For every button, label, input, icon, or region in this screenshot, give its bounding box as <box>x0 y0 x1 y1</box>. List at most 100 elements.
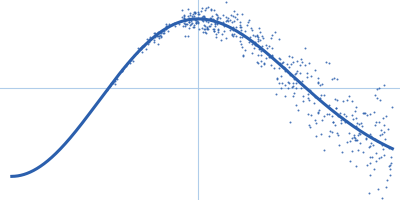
Point <box>220 20 226 23</box>
Point <box>257 48 263 51</box>
Point <box>257 31 263 34</box>
Point <box>387 163 394 166</box>
Point <box>367 112 373 116</box>
Point <box>238 28 244 32</box>
Point <box>278 61 285 64</box>
Point <box>231 9 238 12</box>
Point <box>193 18 199 21</box>
Point <box>375 187 381 191</box>
Point <box>289 85 296 88</box>
Point <box>354 121 360 124</box>
Point <box>202 27 209 30</box>
Point <box>203 26 210 29</box>
Point <box>195 10 201 14</box>
Point <box>250 33 257 37</box>
Point <box>245 21 251 24</box>
Point <box>160 32 166 35</box>
Point <box>324 112 330 115</box>
Point <box>263 43 270 47</box>
Point <box>334 132 340 135</box>
Point <box>291 91 298 95</box>
Point <box>214 17 220 20</box>
Point <box>336 143 342 146</box>
Point <box>199 27 205 30</box>
Point <box>202 31 208 34</box>
Point <box>319 118 325 121</box>
Point <box>157 34 163 37</box>
Point <box>319 82 325 86</box>
Point <box>215 16 222 19</box>
Point <box>180 16 187 19</box>
Point <box>349 136 355 140</box>
Point <box>326 112 332 115</box>
Point <box>124 61 130 64</box>
Point <box>358 121 364 124</box>
Point <box>204 26 210 29</box>
Point <box>161 31 167 34</box>
Point <box>359 150 366 153</box>
Point <box>215 20 221 23</box>
Point <box>187 24 193 27</box>
Point <box>315 77 322 80</box>
Point <box>363 164 370 167</box>
Point <box>354 138 360 141</box>
Point <box>329 77 335 80</box>
Point <box>184 7 191 10</box>
Point <box>189 21 196 25</box>
Point <box>344 140 351 144</box>
Point <box>274 77 280 80</box>
Point <box>186 16 192 19</box>
Point <box>346 94 352 97</box>
Point <box>214 22 220 25</box>
Point <box>380 116 386 119</box>
Point <box>373 121 379 124</box>
Point <box>276 38 282 41</box>
Point <box>323 61 330 64</box>
Point <box>282 70 288 73</box>
Point <box>147 35 154 39</box>
Point <box>208 22 214 26</box>
Point <box>268 37 274 40</box>
Point <box>138 48 144 51</box>
Point <box>360 112 367 115</box>
Point <box>181 15 187 18</box>
Point <box>151 41 157 44</box>
Point <box>233 35 239 38</box>
Point <box>185 35 191 38</box>
Point <box>225 19 232 22</box>
Point <box>240 54 246 57</box>
Point <box>151 38 157 41</box>
Point <box>276 81 282 85</box>
Point <box>195 21 202 24</box>
Point <box>223 16 230 19</box>
Point <box>367 134 374 137</box>
Point <box>313 121 320 124</box>
Point <box>276 66 282 69</box>
Point <box>378 129 384 132</box>
Point <box>312 69 318 72</box>
Point <box>255 54 261 57</box>
Point <box>389 105 396 109</box>
Point <box>183 23 190 26</box>
Point <box>248 26 255 29</box>
Point <box>300 99 306 103</box>
Point <box>367 155 374 158</box>
Point <box>352 125 358 129</box>
Point <box>234 13 240 16</box>
Point <box>326 62 332 65</box>
Point <box>370 143 376 146</box>
Point <box>293 69 300 72</box>
Point <box>277 61 283 64</box>
Point <box>255 40 262 43</box>
Point <box>229 20 236 24</box>
Point <box>378 143 385 147</box>
Point <box>301 63 308 66</box>
Point <box>236 32 243 35</box>
Point <box>228 34 235 37</box>
Point <box>237 36 244 39</box>
Point <box>354 148 361 152</box>
Point <box>189 17 196 20</box>
Point <box>237 24 244 27</box>
Point <box>258 54 264 57</box>
Point <box>196 12 203 16</box>
